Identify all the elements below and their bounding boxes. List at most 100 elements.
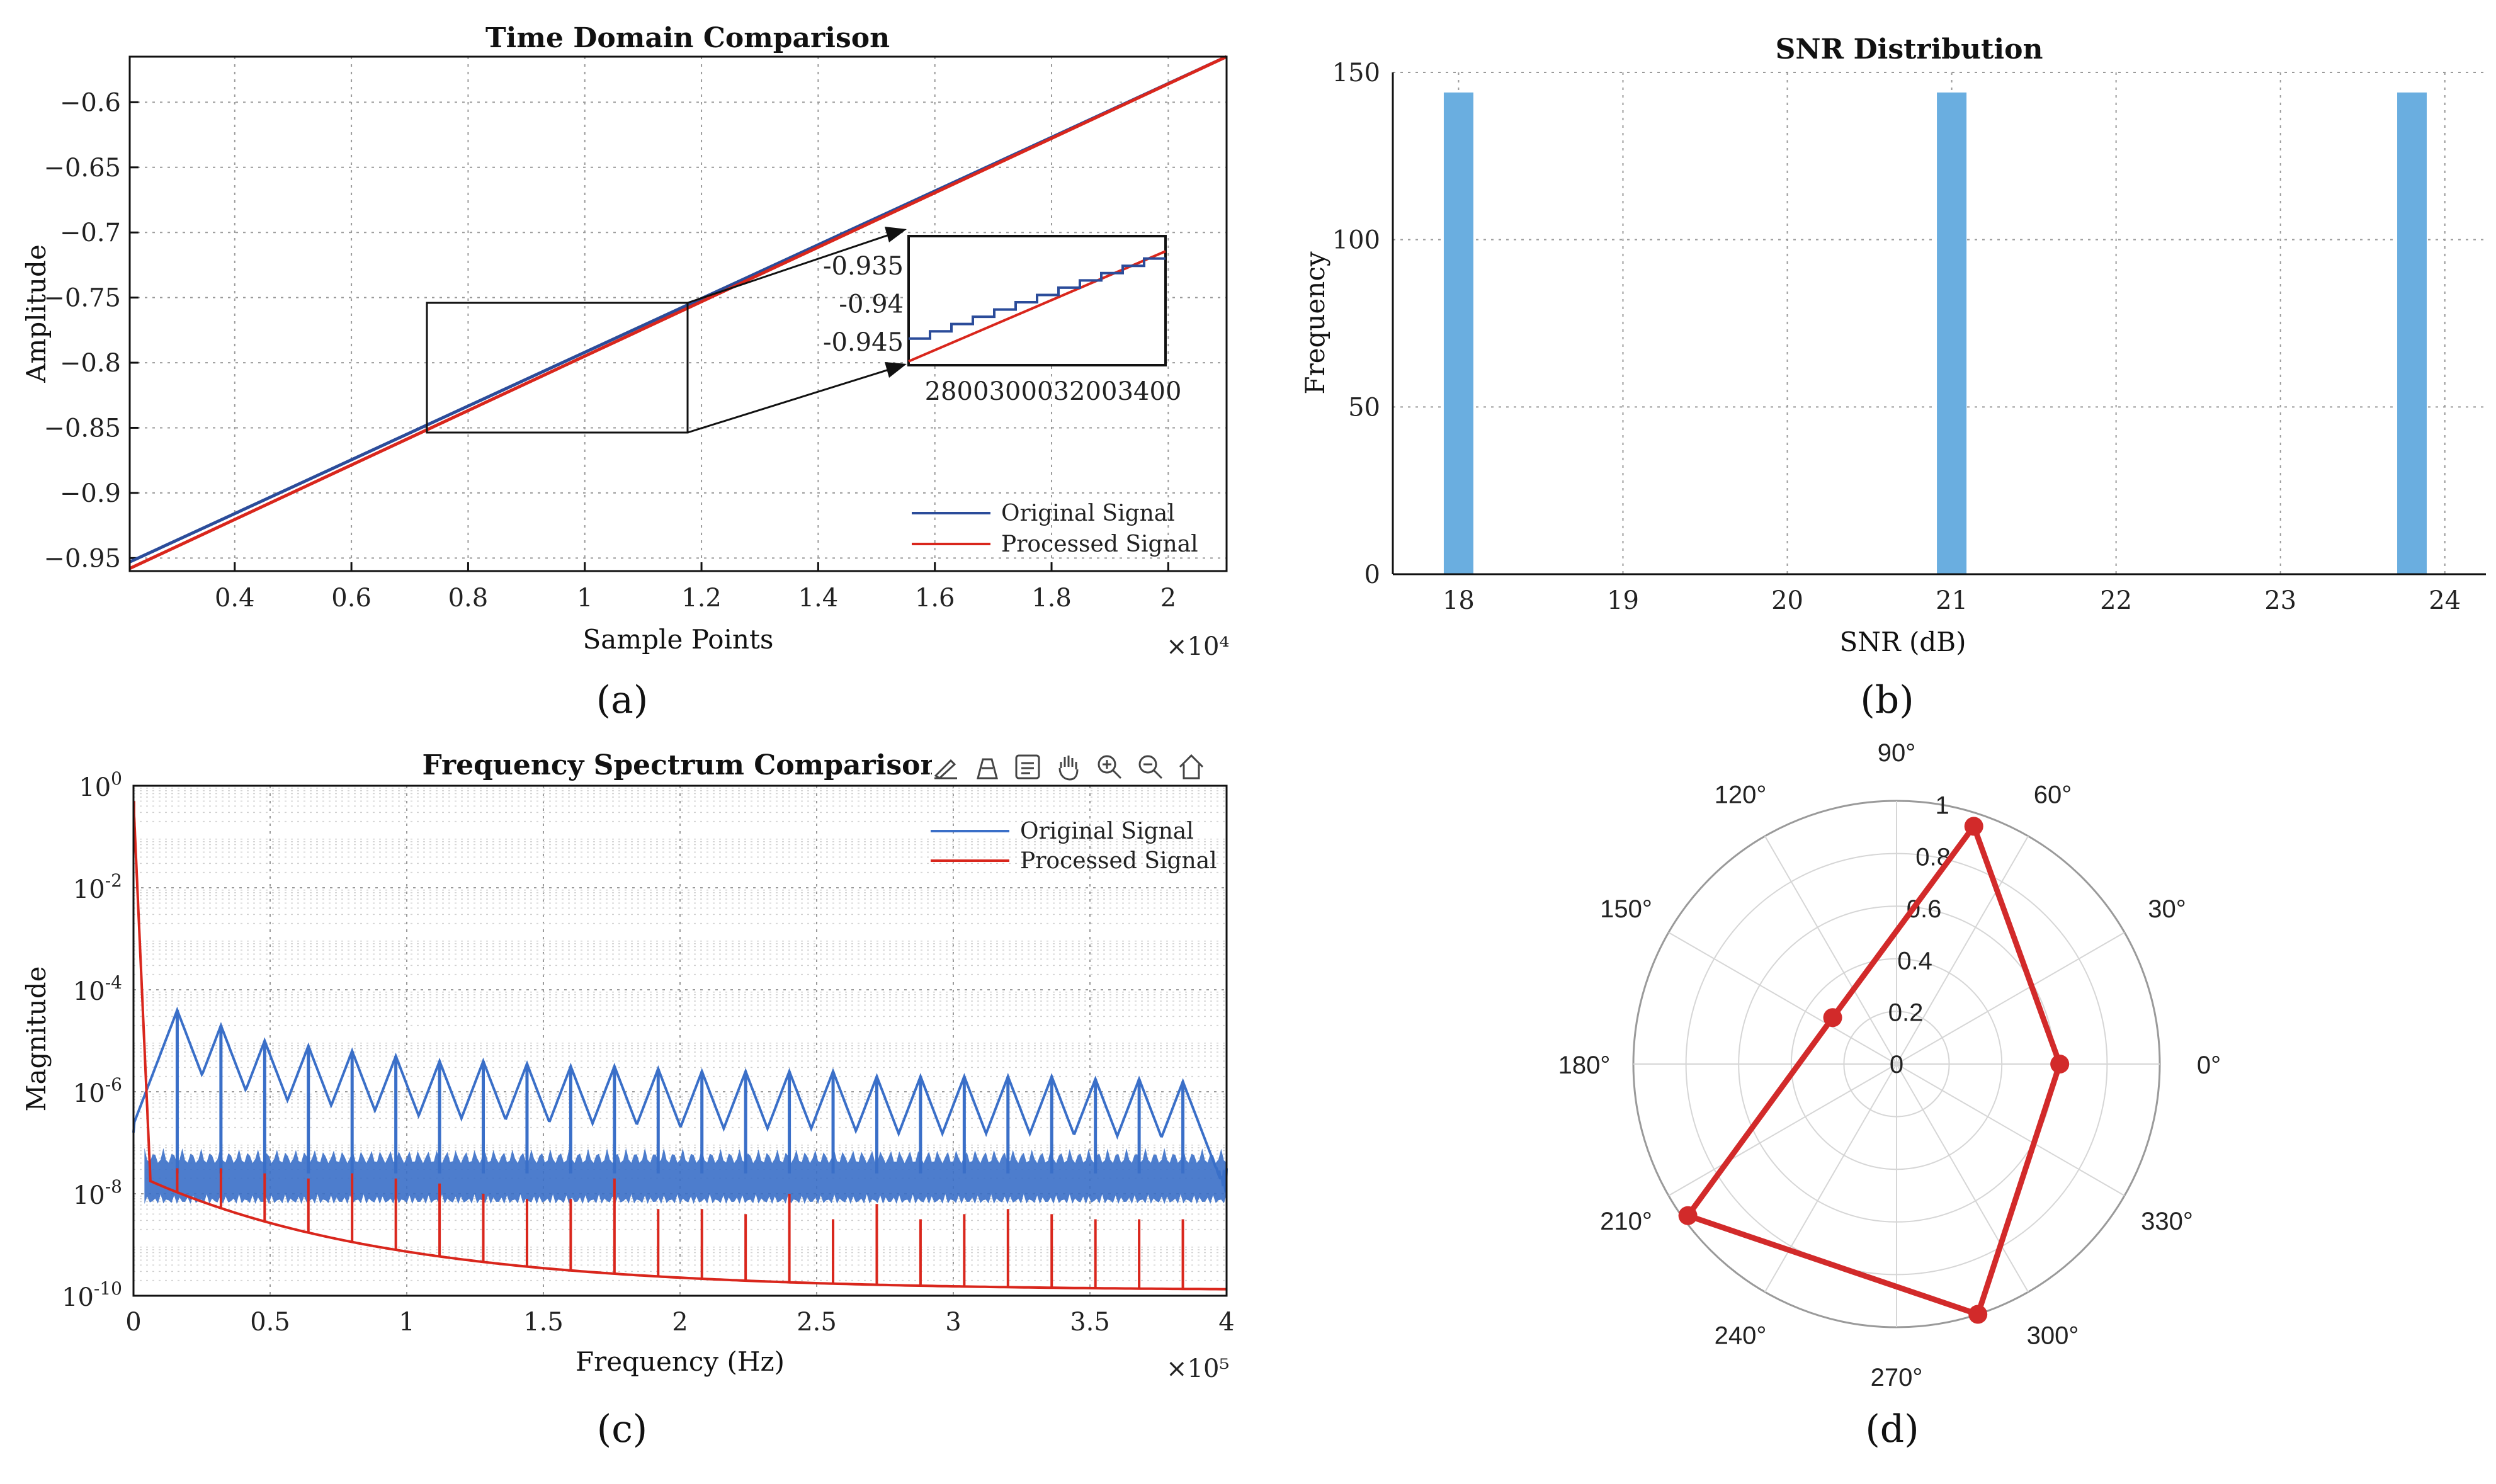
d-theta-label: 330° (2141, 1208, 2193, 1235)
d-theta-label: 270° (1871, 1364, 1923, 1391)
b-xtick-label: 20 (1771, 586, 1803, 615)
a-ytick-label: −0.85 (43, 414, 121, 443)
chart-a-zoom-box (426, 302, 689, 434)
chart-c-legend: Original Signal Processed Signal (931, 818, 1217, 874)
b-bar (1443, 92, 1473, 574)
d-theta-label: 0° (2197, 1051, 2221, 1079)
chart-a-axes (128, 55, 1228, 572)
b-xtick-label: 21 (1936, 586, 1968, 615)
d-spoke (1896, 1063, 2125, 1196)
chart-a-xlabel: Sample Points (583, 624, 774, 655)
b-ytick-label: 100 (1332, 226, 1380, 255)
d-spoke (1764, 835, 1897, 1065)
datatip-icon[interactable] (1015, 754, 1040, 779)
d-theta-label: 120° (1715, 781, 1767, 808)
panel-d-label: (d) (1865, 1407, 1919, 1451)
d-point (1964, 817, 1983, 836)
panel-d: 0° 30° 60° 90° 120° 150° 180° 210° 240° 270° 300° 3… (1558, 739, 2221, 1451)
c-xtick-label: 3.5 (1070, 1308, 1110, 1337)
chart-c-xlabel: Frequency (Hz) (576, 1346, 785, 1377)
c-xtick-label: 4 (1218, 1308, 1234, 1337)
inset-ytick-label: -0.935 (823, 252, 904, 281)
zoom-out-icon[interactable] (1138, 755, 1163, 779)
a-ytick-label: −0.95 (43, 544, 121, 573)
chart-c-x-exponent: ×10⁵ (1166, 1354, 1229, 1383)
c-xtick-label: 3 (945, 1308, 961, 1337)
d-point (1968, 1305, 1988, 1324)
a-xtick-label: 0.4 (215, 584, 255, 613)
inset-ytick-label: -0.94 (839, 290, 904, 319)
c-xtick-label: 0.5 (250, 1308, 290, 1337)
panel-b-label: (b) (1860, 678, 1914, 722)
legend-a-original: Original Signal (1001, 501, 1175, 526)
d-spoke (1668, 1063, 1897, 1196)
panel-c-label: (c) (597, 1407, 647, 1451)
inset-xtick-label: 3400 (1118, 377, 1182, 406)
b-xtick-label: 19 (1607, 586, 1639, 615)
c-ytick-label: 100 (79, 768, 122, 802)
inset-ytick-label: -0.945 (823, 328, 904, 357)
inset-original-staircase (909, 257, 1166, 340)
d-theta-label: 30° (2148, 895, 2186, 923)
b-ytick-label: 50 (1348, 393, 1380, 422)
pan-icon[interactable] (1055, 753, 1082, 781)
c-xtick-label: 1 (399, 1308, 414, 1337)
d-spoke (1668, 932, 1897, 1065)
c-original-noise-band (144, 1148, 1227, 1204)
a-xtick-label: 2 (1160, 584, 1176, 613)
d-r-label: 0 (1890, 1051, 1903, 1079)
b-xtick-label: 22 (2100, 586, 2132, 615)
chart-b-ticks: 18 19 20 21 22 23 24 0 50 100 150 (1332, 59, 2461, 615)
a-ytick-label: −0.8 (60, 349, 121, 378)
c-original-envelope (132, 1006, 1228, 1193)
d-point (1678, 1206, 1698, 1225)
chart-c-ylabel: Magnitude (21, 966, 52, 1111)
a-ytick-label: −0.6 (60, 88, 121, 117)
d-theta-label: 300° (2027, 1322, 2079, 1350)
inset-xtick-label: 2800 (925, 377, 989, 406)
a-ytick-label: −0.65 (43, 154, 121, 183)
a-ytick-label: −0.9 (60, 479, 121, 508)
c-ytick-label: 10-8 (73, 1176, 122, 1210)
c-ytick-label: 10-4 (73, 972, 122, 1006)
d-spoke (1896, 1063, 2029, 1293)
zoom-in-icon[interactable] (1098, 755, 1122, 779)
d-spoke (1896, 932, 2125, 1065)
c-xtick-label: 2.5 (797, 1308, 837, 1337)
chart-d-series (1678, 817, 2070, 1324)
b-ytick-label: 150 (1332, 59, 1380, 88)
inset-xtick-label: 3200 (1053, 377, 1118, 406)
chart-d-labels: 0° 30° 60° 90° 120° 150° 180° 210° 240° 270° 300° 3… (1558, 739, 2221, 1391)
d-theta-label: 60° (2034, 781, 2072, 808)
b-bar (2397, 92, 2427, 574)
chart-c-title: Frequency Spectrum Comparison (423, 749, 941, 781)
chart-a-inset: 2800 3000 3200 3400 -0.935 -0.94 -0.945 (823, 235, 1182, 406)
chart-a-ylabel: Amplitude (21, 244, 52, 383)
paint-icon[interactable] (973, 753, 1001, 781)
home-icon[interactable] (1179, 754, 1204, 779)
d-theta-label: 150° (1600, 895, 1652, 923)
panel-a: Time Domain Comparison 0.4 0.6 0.8 1 1.2 1.4 1… (21, 22, 1229, 722)
c-ytick-label: 10-10 (62, 1278, 122, 1312)
d-r-label: 0.4 (1897, 947, 1932, 975)
c-ytick-label: 10-6 (73, 1074, 122, 1108)
chart-b-bars (1443, 92, 2427, 574)
brush-icon[interactable] (932, 753, 960, 781)
a-xtick-label: 1.8 (1031, 584, 1072, 613)
chart-b-xlabel: SNR (dB) (1839, 626, 1966, 657)
c-processed-floor (132, 801, 1227, 1291)
d-theta-label: 90° (1878, 739, 1916, 767)
chart-b-ylabel: Frequency (1300, 251, 1330, 394)
d-spoke (1896, 835, 2029, 1065)
chart-c-ticks: 0 0.5 1 1.5 2 2.5 3 3.5 4 10-10 10-8 10-6 10-4 10-2 10… (62, 768, 1235, 1337)
inset-xtick-label: 3000 (989, 377, 1053, 406)
b-xtick-label: 24 (2429, 586, 2461, 615)
panel-c: Frequency Spectrum Comparison 0 0.5 1 1.5 2 2… (21, 749, 1235, 1451)
c-xtick-label: 1.5 (523, 1308, 564, 1337)
d-theta-label: 210° (1600, 1208, 1652, 1235)
inset-series (908, 250, 1166, 363)
d-point (1823, 1008, 1842, 1028)
a-ytick-label: −0.75 (43, 284, 121, 313)
chart-a-legend: Original Signal Processed Signal (912, 501, 1198, 557)
d-theta-label: 180° (1558, 1051, 1611, 1079)
